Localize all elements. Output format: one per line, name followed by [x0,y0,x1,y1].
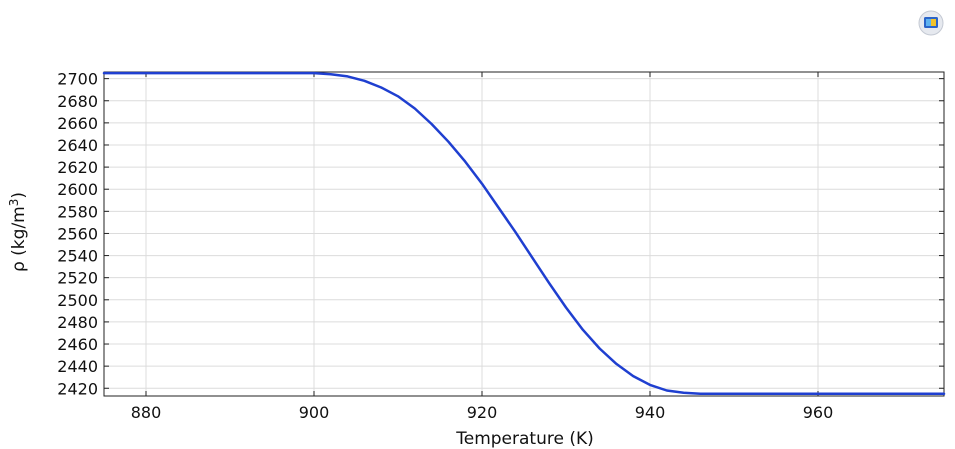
x-tick-label: 940 [635,403,666,422]
x-axis: 880 900 920 940 960 [131,72,834,422]
y-tick-label: 2540 [57,247,98,266]
y-tick-label: 2520 [57,269,98,288]
series-layer [102,71,946,396]
comsol-app-icon [918,10,944,36]
x-tick-label: 880 [131,403,162,422]
y-tick-label: 2580 [57,202,98,221]
y-tick-label: 2500 [57,291,98,310]
x-axis-title: Temperature (K) [455,429,594,449]
y-tick-label: 2440 [57,357,98,376]
y-tick-label: 2560 [57,224,98,243]
x-tick-label: 900 [299,403,330,422]
y-tick-label: 2600 [57,180,98,199]
y-tick-label: 2700 [57,70,98,89]
y-axis: 2420 2440 2460 2480 2500 2520 2540 2560 2580 2600… [57,70,944,398]
y-tick-label: 2460 [57,335,98,354]
x-tick-label: 920 [467,403,498,422]
y-tick-label: 2620 [57,158,98,177]
series-line-0 [102,71,946,396]
grid-lines [104,72,944,396]
y-axis-title: ρ (kg/m3) [7,192,29,272]
y-tick-label: 2480 [57,313,98,332]
plot-area-frame [103,71,945,397]
y-tick-label: 2660 [57,114,98,133]
y-tick-label: 2680 [57,92,98,111]
y-tick-label: 2640 [57,136,98,155]
x-tick-label: 960 [803,403,834,422]
y-tick-label: 2420 [57,379,98,398]
